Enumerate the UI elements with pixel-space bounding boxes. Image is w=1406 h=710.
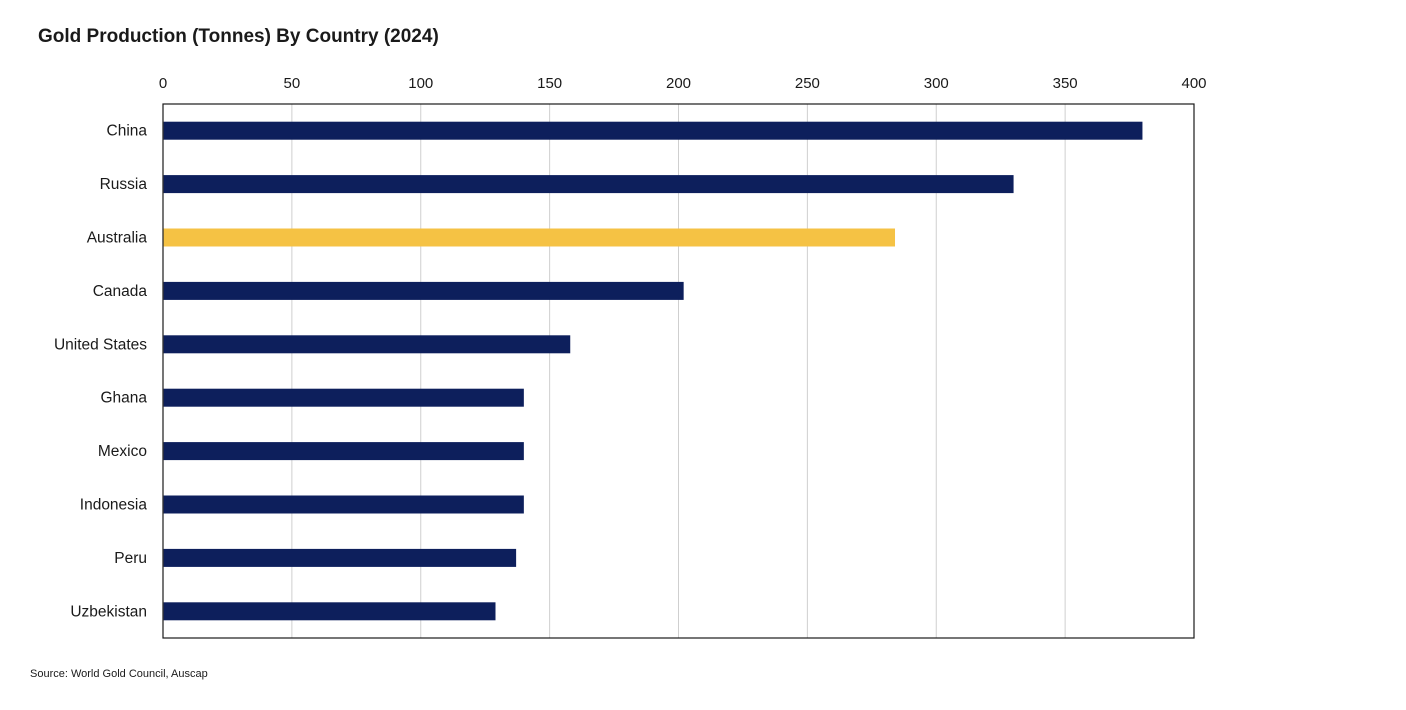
bar-indonesia [163, 495, 524, 514]
plot-frame [162, 103, 1195, 639]
bar-peru [163, 548, 517, 567]
category-label: Canada [93, 283, 148, 300]
category-label: Mexico [98, 443, 147, 460]
chart-title: Gold Production (Tonnes) By Country (202… [38, 26, 439, 47]
bar-mexico [163, 442, 524, 461]
bar-uzbekistan [163, 602, 496, 621]
x-tick-label: 400 [1181, 75, 1206, 92]
category-label: United States [54, 336, 147, 353]
x-tick-label: 150 [537, 75, 562, 92]
category-label: Ghana [100, 390, 147, 407]
category-label: Uzbekistan [70, 603, 147, 620]
x-axis-ticks: 0 50 100 150 200 250 300 350 400 [159, 75, 1207, 92]
bar-ghana [163, 388, 524, 407]
category-label: Peru [114, 550, 147, 567]
x-tick-label: 250 [795, 75, 820, 92]
y-axis-categories: China Russia Australia Canada United States G… [54, 123, 147, 621]
bar-china [163, 121, 1143, 140]
bars [163, 121, 1143, 621]
category-label: Russia [100, 176, 148, 193]
x-tick-label: 50 [284, 75, 301, 92]
x-tick-label: 300 [924, 75, 949, 92]
x-tick-label: 100 [408, 75, 433, 92]
bar-canada [163, 281, 684, 300]
category-label: Australia [87, 230, 148, 247]
bar-australia [163, 228, 896, 247]
x-tick-label: 350 [1053, 75, 1078, 92]
source-note: Source: World Gold Council, Auscap [30, 668, 208, 680]
bar-united-states [163, 335, 571, 354]
category-label: China [107, 123, 148, 140]
bar-russia [163, 175, 1014, 194]
x-tick-label: 200 [666, 75, 691, 92]
category-label: Indonesia [80, 497, 148, 514]
x-tick-label: 0 [159, 75, 167, 92]
